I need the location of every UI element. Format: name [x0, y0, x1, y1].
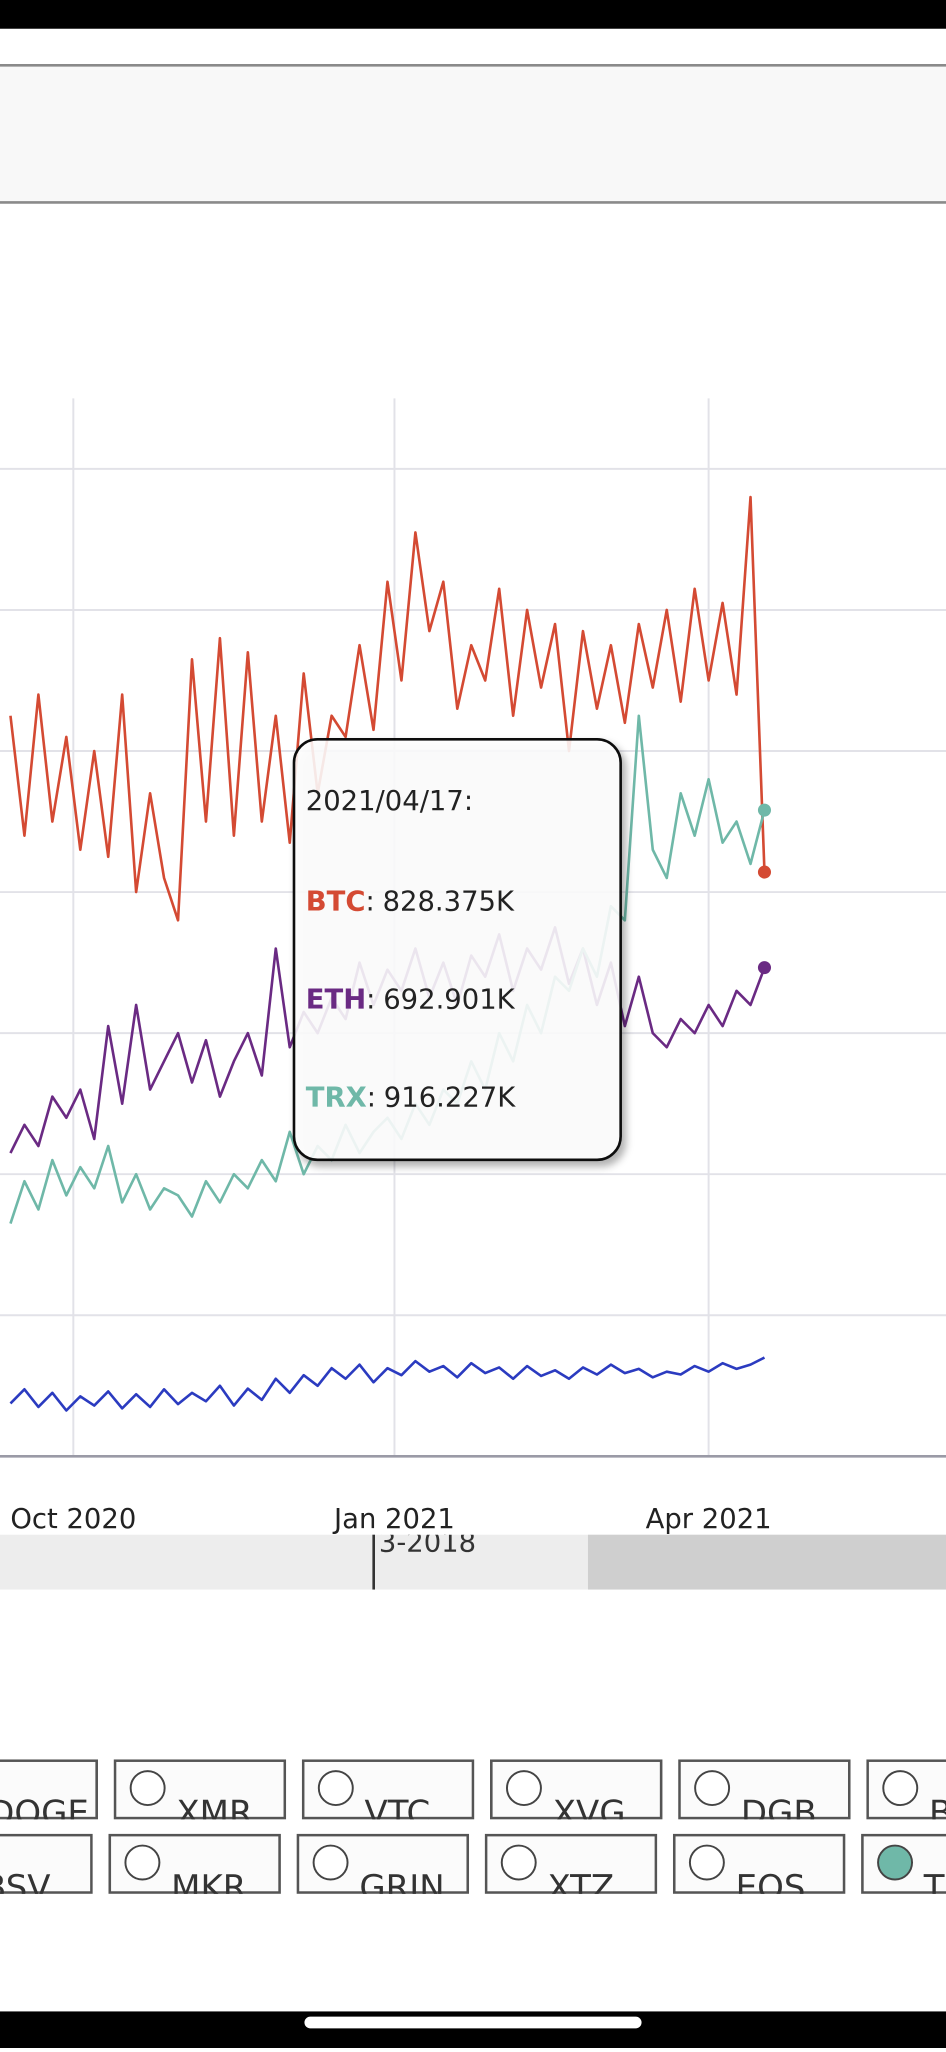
- tooltip-value: 692.901K: [383, 984, 515, 1015]
- radio-button[interactable]: [877, 1844, 914, 1881]
- tooltip-value: 828.375K: [383, 886, 515, 917]
- toggle-button[interactable]: VTC: [301, 1759, 475, 1834]
- range-slider-window[interactable]: [587, 1534, 946, 1590]
- toggle-frame: [0, 1833, 93, 1894]
- toggle-button[interactable]: B: [866, 1759, 946, 1834]
- toggle-button[interactable]: MKR: [108, 1833, 281, 1908]
- toggle-frame: [0, 1759, 98, 1820]
- range-slider-label: 3-2018: [379, 1528, 476, 1559]
- tooltip-separator: :: [366, 984, 375, 1015]
- x-tick-label: Apr 2021: [646, 1504, 772, 1535]
- radio-button[interactable]: [124, 1844, 161, 1881]
- header-panel: [0, 65, 946, 203]
- x-axis: Oct 2020 Jan 2021 Apr 2021: [0, 1455, 946, 1535]
- home-indicator[interactable]: [304, 2016, 642, 2029]
- toggle-button[interactable]: GRIN: [296, 1833, 470, 1908]
- toggle-label: MKR: [171, 1868, 246, 1908]
- toggle-frame: [108, 1833, 281, 1894]
- series-line: [9, 1356, 766, 1412]
- toggle-label: XMR: [176, 1794, 252, 1834]
- toggle-label: XTZ: [547, 1868, 614, 1908]
- toggle-list: DOGE XMR VTC XVG DGB B BSV MKR GRIN XTZ EOS T: [0, 1759, 946, 1908]
- tooltip-title: 2021/04/17:: [306, 786, 473, 817]
- radio-button[interactable]: [317, 1770, 354, 1807]
- tooltip-row: TRX: 916.227K: [306, 1082, 516, 1113]
- toggle-label: VTC: [365, 1794, 431, 1834]
- toggle-button[interactable]: BSV: [0, 1833, 93, 1908]
- range-slider-track[interactable]: [0, 1534, 588, 1590]
- radio-button[interactable]: [312, 1844, 349, 1881]
- toggle-button[interactable]: DGB: [678, 1759, 851, 1834]
- tooltip-separator: :: [365, 886, 374, 917]
- toggle-label: DGB: [741, 1794, 817, 1834]
- toggle-frame: [296, 1833, 470, 1894]
- toggle-button[interactable]: XTZ: [484, 1833, 658, 1908]
- toggle-button[interactable]: XVG: [489, 1759, 663, 1834]
- tooltip-row: ETH: 692.901K: [306, 984, 516, 1015]
- radio-button[interactable]: [129, 1770, 166, 1807]
- toggle-label: BSV: [0, 1868, 51, 1908]
- end-marker: [757, 803, 772, 817]
- x-tick-label: Oct 2020: [10, 1504, 136, 1535]
- toggle-label: XVG: [553, 1794, 626, 1834]
- end-marker: [757, 865, 772, 879]
- radio-button[interactable]: [694, 1770, 731, 1807]
- toggle-label: GRIN: [359, 1868, 444, 1908]
- radio-button[interactable]: [505, 1770, 542, 1807]
- tooltip-box: [292, 737, 622, 1162]
- tooltip-series-name: ETH: [306, 984, 366, 1015]
- tooltip-separator: :: [367, 1082, 376, 1113]
- radio-button[interactable]: [500, 1844, 537, 1881]
- toggle-label: EOS: [736, 1868, 806, 1908]
- range-slider-label-box: 3-2018: [379, 1528, 476, 1559]
- series-line: [9, 495, 766, 922]
- x-tick-label: Jan 2021: [332, 1504, 455, 1535]
- status-bar: [0, 0, 946, 29]
- toggle-button[interactable]: T: [861, 1833, 946, 1908]
- tooltip-series-name: BTC: [306, 886, 366, 917]
- toggle-label: T: [923, 1868, 945, 1908]
- radio-button[interactable]: [688, 1844, 725, 1881]
- tooltip-row: BTC: 828.375K: [306, 886, 515, 917]
- tooltip-value: 916.227K: [384, 1082, 516, 1113]
- toggle-button[interactable]: XMR: [113, 1759, 287, 1834]
- toggle-label: B: [929, 1794, 946, 1834]
- end-marker: [757, 961, 772, 975]
- toggle-button[interactable]: EOS: [672, 1833, 846, 1908]
- radio-button[interactable]: [882, 1770, 919, 1807]
- tooltip-series-name: TRX: [306, 1082, 367, 1113]
- toggle-button[interactable]: DOGE: [0, 1759, 98, 1834]
- toggle-label: DOGE: [0, 1794, 89, 1834]
